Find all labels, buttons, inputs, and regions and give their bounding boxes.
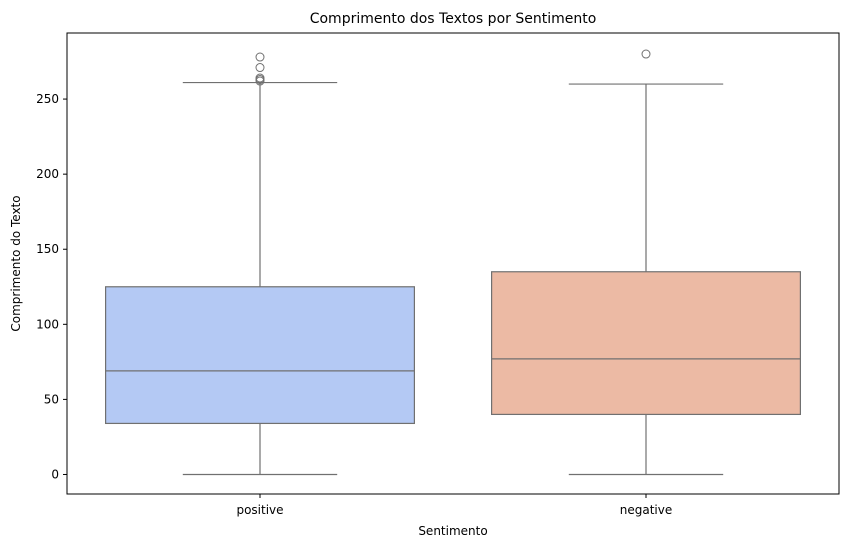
x-axis: positive negative xyxy=(236,494,672,517)
chart-title: Comprimento dos Textos por Sentimento xyxy=(310,11,597,27)
outlier-point xyxy=(255,52,265,62)
y-tick-label: 250 xyxy=(36,92,59,106)
y-tick-label: 0 xyxy=(51,467,59,481)
y-tick-label: 100 xyxy=(36,317,59,331)
x-tick-label: positive xyxy=(236,503,283,517)
box-iqr xyxy=(104,286,415,425)
y-tick-label: 200 xyxy=(36,167,59,181)
y-axis-label: Comprimento do Texto xyxy=(9,195,23,331)
y-axis: 0 50 100 150 200 250 xyxy=(36,92,67,481)
outlier-point xyxy=(255,63,265,73)
plot-frame xyxy=(66,32,840,495)
x-tick-label: negative xyxy=(620,503,672,517)
box-group-positive xyxy=(104,52,415,476)
box-group-negative xyxy=(491,49,801,476)
y-tick-label: 50 xyxy=(44,392,59,406)
x-axis-label: Sentimento xyxy=(418,524,487,538)
outlier-point xyxy=(255,73,265,83)
y-tick-label: 150 xyxy=(36,242,59,256)
box-iqr xyxy=(491,271,801,416)
plot-area xyxy=(104,49,801,476)
outlier-point xyxy=(641,49,651,59)
